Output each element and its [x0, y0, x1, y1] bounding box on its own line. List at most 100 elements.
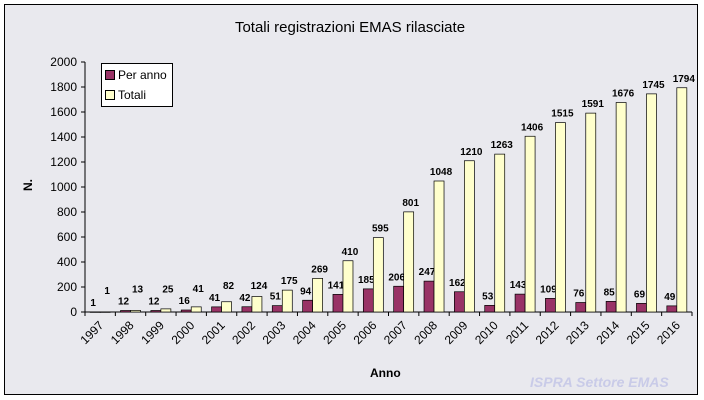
- data-label: 269: [311, 264, 328, 275]
- bar-totali: [99, 311, 111, 313]
- data-label: 53: [482, 291, 494, 302]
- x-tick-label: 2010: [472, 318, 501, 347]
- bar-per-anno: [150, 310, 162, 313]
- bar-totali: [403, 211, 415, 313]
- bar-per-anno: [89, 311, 101, 313]
- data-label: 16: [179, 296, 191, 307]
- bar-totali: [221, 301, 232, 313]
- bar-per-anno: [302, 299, 313, 313]
- data-label: 141: [328, 280, 345, 291]
- x-tick-label: 1999: [138, 318, 167, 347]
- data-label: 12: [148, 297, 160, 308]
- bar-totali: [524, 135, 536, 313]
- bar-totali: [251, 296, 263, 313]
- legend: Per anno Totali: [101, 63, 173, 107]
- data-label: 49: [664, 292, 676, 303]
- x-tick-label: 2016: [654, 318, 683, 347]
- y-tick-label: 0: [70, 305, 77, 319]
- data-label: 1210: [460, 147, 483, 158]
- bar-totali: [433, 180, 445, 313]
- bar-per-anno: [332, 294, 344, 313]
- data-label: 12: [118, 297, 130, 308]
- data-label: 143: [510, 280, 527, 291]
- y-tick-label: 200: [57, 280, 77, 294]
- x-tick-label: 1997: [78, 318, 107, 347]
- bar-per-anno: [271, 305, 283, 313]
- bar-per-anno: [180, 309, 192, 313]
- data-label: 109: [540, 284, 557, 295]
- data-label: 1: [104, 286, 110, 297]
- x-tick-label: 2011: [503, 318, 531, 346]
- data-label: 124: [251, 281, 268, 292]
- y-tick-label: 1800: [50, 80, 77, 94]
- data-label: 85: [604, 287, 616, 298]
- x-tick-label: 2009: [442, 318, 471, 347]
- x-tick-label: 2012: [533, 318, 562, 347]
- data-label: 1794: [673, 74, 696, 85]
- data-label: 1591: [582, 99, 605, 110]
- bar-totali: [130, 310, 141, 313]
- data-label: 595: [372, 224, 389, 235]
- data-label: 82: [223, 281, 235, 292]
- data-label: 41: [209, 293, 221, 304]
- x-tick-label: 2004: [290, 318, 319, 347]
- data-label: 1406: [521, 122, 544, 133]
- x-tick-label: 2008: [411, 318, 440, 347]
- x-tick-label: 2000: [169, 318, 198, 347]
- x-tick-label: 2006: [351, 318, 380, 347]
- bar-totali: [372, 237, 384, 313]
- legend-item-totali: Totali: [105, 88, 146, 102]
- bar-totali: [494, 153, 506, 313]
- data-label: 1263: [491, 140, 514, 151]
- data-label: 1: [90, 298, 96, 309]
- data-label: 162: [449, 278, 466, 289]
- y-tick-label: 1200: [50, 155, 77, 169]
- data-label: 175: [281, 276, 298, 287]
- data-label: 25: [162, 285, 174, 296]
- bar-per-anno: [423, 280, 435, 313]
- y-tick-label: 800: [57, 205, 77, 219]
- bar-per-anno: [636, 303, 647, 313]
- y-tick-label: 1400: [50, 130, 77, 144]
- bar-totali: [615, 102, 627, 313]
- x-tick-label: 2007: [381, 318, 410, 347]
- legend-swatch: [105, 90, 115, 100]
- legend-label: Per anno: [118, 68, 167, 82]
- y-tick-label: 1600: [50, 105, 77, 119]
- x-tick-label: 2005: [320, 318, 349, 347]
- data-label: 1676: [612, 89, 635, 100]
- x-tick-label: 2002: [229, 318, 258, 347]
- bar-totali: [676, 87, 688, 313]
- data-label: 1745: [642, 80, 665, 91]
- x-axis-label: Anno: [370, 366, 401, 380]
- data-label: 51: [270, 292, 282, 303]
- bar-totali: [585, 112, 597, 313]
- data-label: 41: [193, 284, 205, 295]
- bar-per-anno: [514, 293, 526, 313]
- data-label: 94: [300, 286, 312, 297]
- legend-swatch: [105, 70, 115, 80]
- bar-per-anno: [362, 288, 374, 313]
- data-label: 410: [342, 247, 359, 258]
- data-label: 69: [634, 289, 646, 300]
- data-label: 206: [388, 272, 405, 283]
- data-label: 13: [132, 285, 144, 296]
- bar-totali: [160, 308, 172, 313]
- y-tick-label: 600: [57, 230, 77, 244]
- bar-per-anno: [575, 302, 587, 313]
- data-label: 76: [573, 289, 585, 300]
- data-label: 801: [402, 198, 419, 209]
- bar-totali: [555, 122, 566, 313]
- bar-totali: [312, 278, 323, 313]
- data-label: 1515: [551, 109, 574, 120]
- bar-totali: [190, 306, 202, 313]
- x-tick-label: 2013: [563, 318, 592, 347]
- bar-per-anno: [545, 298, 556, 313]
- watermark-text: ISPRA Settore EMAS: [530, 374, 669, 390]
- bar-per-anno: [484, 305, 496, 313]
- data-label: 247: [419, 267, 436, 278]
- bar-totali: [646, 93, 657, 313]
- bar-per-anno: [454, 291, 465, 313]
- bar-totali: [342, 260, 354, 313]
